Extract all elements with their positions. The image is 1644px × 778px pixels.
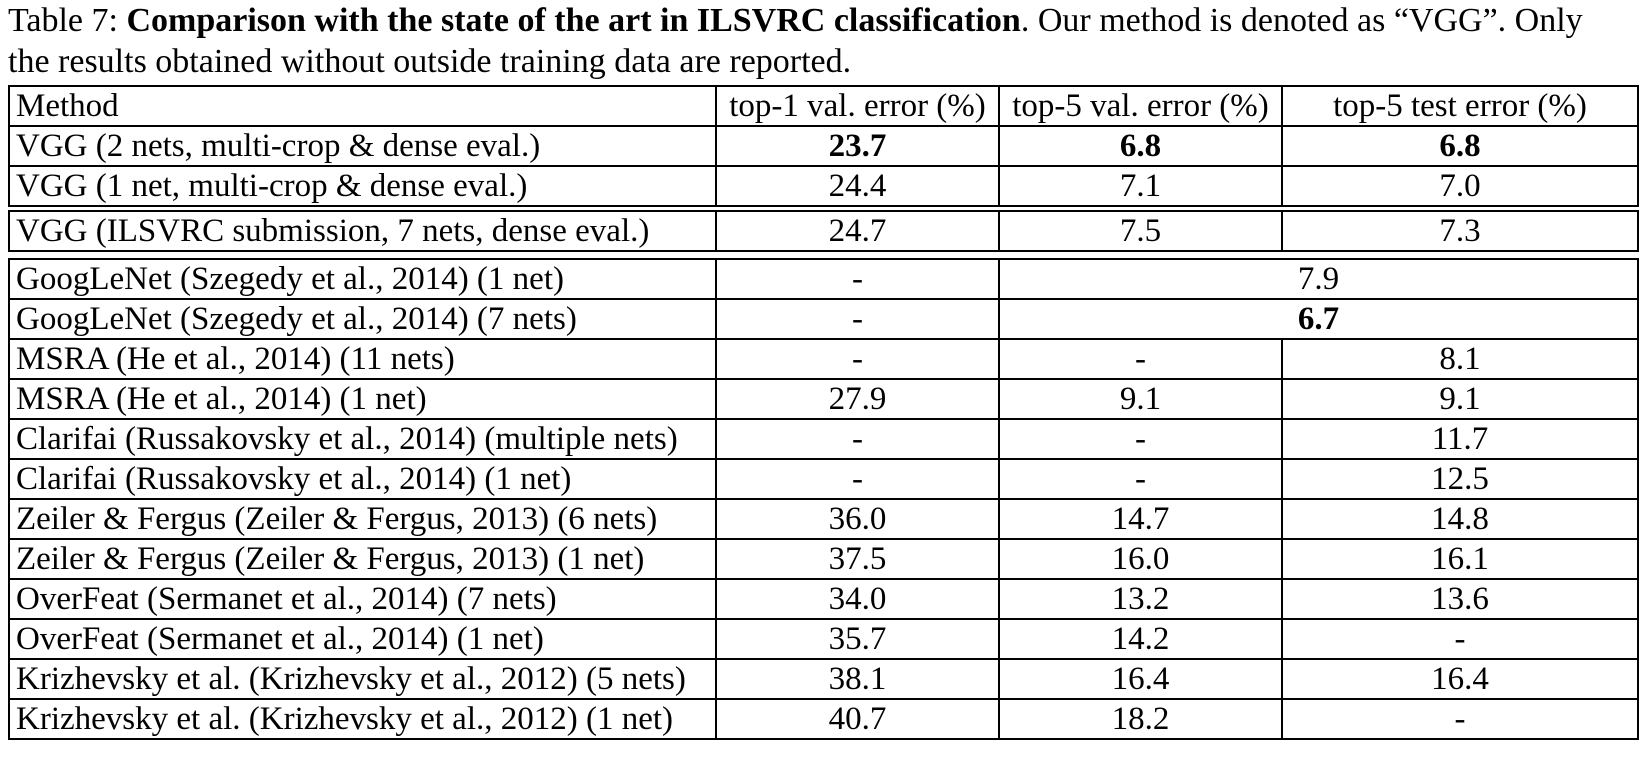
top1-cell: - [715,418,1000,460]
top5val-cell: 18.2 [998,698,1283,740]
top5test-cell: 14.8 [1281,498,1639,540]
top5val-cell: 7.5 [998,210,1283,252]
method-cell: GoogLeNet (Szegedy et al., 2014) (7 nets… [8,298,717,340]
top1-cell: - [715,298,1000,340]
top5test-cell: 11.7 [1281,418,1639,460]
top5test-cell: 6.8 [1281,125,1639,167]
top1-cell: - [715,258,1000,300]
top5val-cell: 7.1 [998,165,1283,207]
table-row: VGG (1 net, multi-crop & dense eval.) 24… [8,165,1639,207]
header-top5-test: top-5 test error (%) [1281,85,1639,127]
table-row: OverFeat (Sermanet et al., 2014) (7 nets… [8,578,1639,620]
method-cell: VGG (2 nets, multi-crop & dense eval.) [8,125,717,167]
top5test-cell: 16.1 [1281,538,1639,580]
header-top5-val: top-5 val. error (%) [998,85,1283,127]
caption-description: . Our method is denoted as “VGG”. Only t… [8,2,1583,80]
table-row: Krizhevsky et al. (Krizhevsky et al., 20… [8,698,1639,740]
top5val-cell: - [998,418,1283,460]
method-cell: VGG (1 net, multi-crop & dense eval.) [8,165,717,207]
caption-prefix: Table 7: [8,2,127,39]
caption-title: Comparison with the state of the art in … [126,2,1021,39]
table-row: GoogLeNet (Szegedy et al., 2014) (1 net)… [8,258,1639,300]
top1-cell: 38.1 [715,658,1000,700]
top5val-cell: 9.1 [998,378,1283,420]
top1-cell: 27.9 [715,378,1000,420]
table-header-row: Method top-1 val. error (%) top-5 val. e… [8,85,1639,127]
method-cell: GoogLeNet (Szegedy et al., 2014) (1 net) [8,258,717,300]
table-group-main: Method top-1 val. error (%) top-5 val. e… [8,85,1639,207]
method-cell: Krizhevsky et al. (Krizhevsky et al., 20… [8,698,717,740]
top1-cell: 35.7 [715,618,1000,660]
top1-cell: - [715,338,1000,380]
method-cell: OverFeat (Sermanet et al., 2014) (7 nets… [8,578,717,620]
top5val-cell: 14.7 [998,498,1283,540]
top5val-cell: - [998,338,1283,380]
top1-cell: 24.4 [715,165,1000,207]
table-row: OverFeat (Sermanet et al., 2014) (1 net)… [8,618,1639,660]
top1-cell: 24.7 [715,210,1000,252]
table-row: VGG (ILSVRC submission, 7 nets, dense ev… [8,210,1639,252]
method-cell: VGG (ILSVRC submission, 7 nets, dense ev… [8,210,717,252]
table-caption: Table 7: Comparison with the state of th… [8,0,1628,82]
table-row: Zeiler & Fergus (Zeiler & Fergus, 2013) … [8,538,1639,580]
method-cell: Clarifai (Russakovsky et al., 2014) (1 n… [8,458,717,500]
top1-cell: 40.7 [715,698,1000,740]
top1-cell: 37.5 [715,538,1000,580]
header-method: Method [8,85,717,127]
method-cell: Krizhevsky et al. (Krizhevsky et al., 20… [8,658,717,700]
top5-merged-cell: 7.9 [998,258,1639,300]
top5val-cell: 13.2 [998,578,1283,620]
top5val-cell: 16.0 [998,538,1283,580]
top1-cell: - [715,458,1000,500]
top5test-cell: 7.3 [1281,210,1639,252]
top1-cell: 34.0 [715,578,1000,620]
table-row: Zeiler & Fergus (Zeiler & Fergus, 2013) … [8,498,1639,540]
top5-merged-cell: 6.7 [998,298,1639,340]
top5val-cell: 16.4 [998,658,1283,700]
top5test-cell: - [1281,698,1639,740]
table-row: GoogLeNet (Szegedy et al., 2014) (7 nets… [8,298,1639,340]
method-cell: MSRA (He et al., 2014) (1 net) [8,378,717,420]
table-row: Clarifai (Russakovsky et al., 2014) (mul… [8,418,1639,460]
top5val-cell: 6.8 [998,125,1283,167]
top1-cell: 23.7 [715,125,1000,167]
method-cell: Zeiler & Fergus (Zeiler & Fergus, 2013) … [8,498,717,540]
method-cell: Zeiler & Fergus (Zeiler & Fergus, 2013) … [8,538,717,580]
top5val-cell: 14.2 [998,618,1283,660]
top5test-cell: 12.5 [1281,458,1639,500]
top5test-cell: - [1281,618,1639,660]
method-cell: Clarifai (Russakovsky et al., 2014) (mul… [8,418,717,460]
table-group-others: GoogLeNet (Szegedy et al., 2014) (1 net)… [8,258,1639,740]
table-row: MSRA (He et al., 2014) (1 net) 27.9 9.1 … [8,378,1639,420]
top5test-cell: 8.1 [1281,338,1639,380]
table-row: Clarifai (Russakovsky et al., 2014) (1 n… [8,458,1639,500]
table-row: Krizhevsky et al. (Krizhevsky et al., 20… [8,658,1639,700]
top5test-cell: 7.0 [1281,165,1639,207]
table-row: MSRA (He et al., 2014) (11 nets) - - 8.1 [8,338,1639,380]
method-cell: OverFeat (Sermanet et al., 2014) (1 net) [8,618,717,660]
top5test-cell: 13.6 [1281,578,1639,620]
header-top1-val: top-1 val. error (%) [715,85,1000,127]
top1-cell: 36.0 [715,498,1000,540]
top5test-cell: 9.1 [1281,378,1639,420]
method-cell: MSRA (He et al., 2014) (11 nets) [8,338,717,380]
top5val-cell: - [998,458,1283,500]
top5test-cell: 16.4 [1281,658,1639,700]
table-group-submission: VGG (ILSVRC submission, 7 nets, dense ev… [8,210,1639,252]
table-row: VGG (2 nets, multi-crop & dense eval.) 2… [8,125,1639,167]
